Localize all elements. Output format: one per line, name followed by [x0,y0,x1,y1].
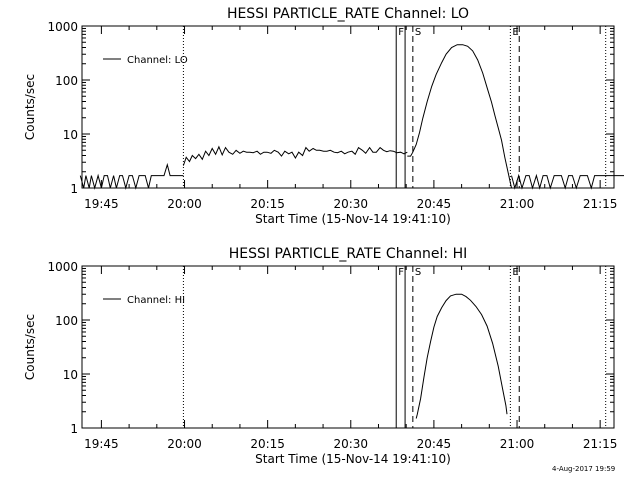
hi-channel-panel: HESSI PARTICLE_RATE Channel: HI Counts/se… [23,246,617,466]
x-tick-label: 20:00 [167,437,202,451]
series-line [415,293,508,419]
y-tick-label: 10 [63,128,78,142]
event-marker-label: S [415,267,421,278]
y-tick-label: 1 [70,422,78,436]
x-tick-label: 21:00 [500,437,535,451]
x-tick-label: 21:15 [583,437,618,451]
generation-timestamp: 4-Aug-2017 19:59 [552,465,616,473]
event-marker-label: S [415,27,421,38]
x-axis-label: Start Time (15-Nov-14 19:41:10) [255,212,451,226]
x-tick-label: 20:30 [333,197,368,211]
y-tick-label: 1000 [47,260,78,274]
lo-channel-panel: HESSI PARTICLE_RATE Channel: LO Counts/se… [23,6,624,226]
legend-label: Channel: LO [127,55,188,66]
x-tick-label: 20:15 [250,437,285,451]
event-marker-label: F [398,267,404,278]
y-axis-label: Counts/sec [23,74,37,140]
event-marker-label: E [512,27,518,38]
series-line [79,162,184,190]
y-axis-label: Counts/sec [23,314,37,380]
y-tick-label: 100 [55,74,78,88]
event-marker-label: F [398,27,404,38]
chart-title: HESSI PARTICLE_RATE Channel: LO [227,6,469,22]
series-line [407,44,512,189]
x-tick-label: 20:45 [417,437,452,451]
y-tick-label: 1 [70,182,78,196]
plot-frame [81,25,615,189]
x-tick-label: 20:30 [333,437,368,451]
y-tick-label: 1000 [47,20,78,34]
x-tick-label: 21:15 [583,197,618,211]
series-line [182,145,408,166]
event-marker-label: E [512,267,518,278]
x-tick-label: 20:00 [167,197,202,211]
x-axis-label: Start Time (15-Nov-14 19:41:10) [255,452,451,466]
x-tick-label: 19:45 [84,437,119,451]
y-tick-label: 100 [55,314,78,328]
x-tick-label: 20:15 [250,197,285,211]
x-tick-label: 20:45 [417,197,452,211]
legend-label: Channel: HI [127,295,185,306]
x-tick-label: 21:00 [500,197,535,211]
y-tick-label: 10 [63,368,78,382]
series-line [511,173,624,190]
x-tick-label: 19:45 [84,197,119,211]
plot-frame [81,265,615,429]
chart-title: HESSI PARTICLE_RATE Channel: HI [229,246,467,262]
